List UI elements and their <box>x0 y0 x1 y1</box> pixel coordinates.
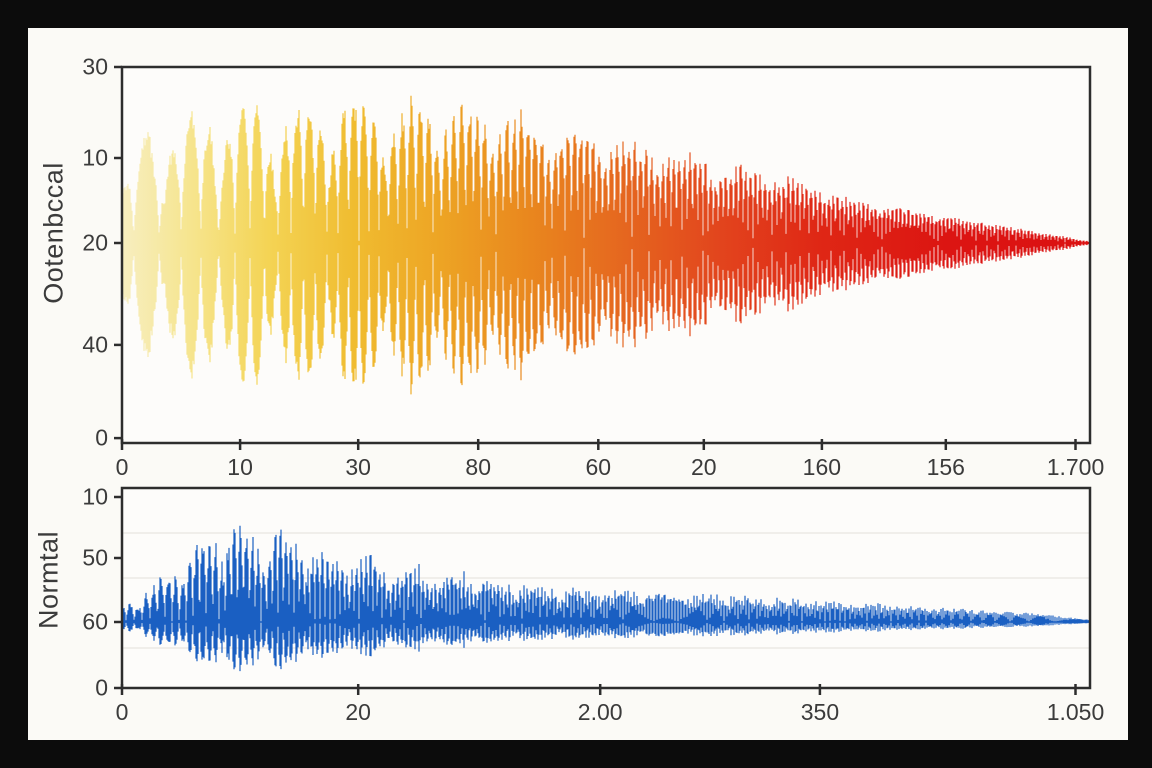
chart-1-plot-background <box>122 488 1090 688</box>
chart-0-x-tick-label-4: 60 <box>585 454 612 480</box>
chart-1-x-tick-label-1: 20 <box>345 699 371 725</box>
chart-0-x-tick-label-1: 10 <box>227 454 253 480</box>
chart-0-x-tick-label-2: 30 <box>345 454 371 480</box>
chart-1-y-tick-label-1: 50 <box>82 544 108 571</box>
chart-0-axis-box <box>120 65 1092 445</box>
chart-0-y-tick-label-0: 30 <box>82 53 108 80</box>
chart-0-x-tick-label-5: 20 <box>690 454 717 480</box>
chart-0-y-tick-label-2: 20 <box>82 229 108 256</box>
chart-0-y-tick-label-4: 0 <box>95 424 108 451</box>
chart-0-x-tick-label-3: 80 <box>465 454 492 480</box>
chart-1-x-tick-label-4: 1.050 <box>1046 699 1105 725</box>
chart-0-x-tick-label-6: 160 <box>802 454 842 480</box>
chart-0-y-tick-label-1: 10 <box>82 144 108 171</box>
chart-1-y-tick-label-2: 60 <box>82 608 108 635</box>
chart-0-x-tick-label-7: 156 <box>926 454 965 480</box>
chart-1-x-tick-label-3: 350 <box>800 699 840 725</box>
chart-1-axis-box <box>120 486 1092 690</box>
chart-1-x-tick-label-2: 2.00 <box>577 699 623 725</box>
chart-1-y-tick-label-0: 10 <box>82 483 108 510</box>
chart-0-y-tick-label-3: 40 <box>82 331 108 358</box>
chart-1-y-tick-label-3: 0 <box>95 674 108 701</box>
chart-0-x-tick-label-8: 1.700 <box>1046 454 1105 480</box>
chart-1-x-tick-label-0: 0 <box>115 699 129 725</box>
chart-0-x-tick-label-0: 0 <box>115 454 129 480</box>
